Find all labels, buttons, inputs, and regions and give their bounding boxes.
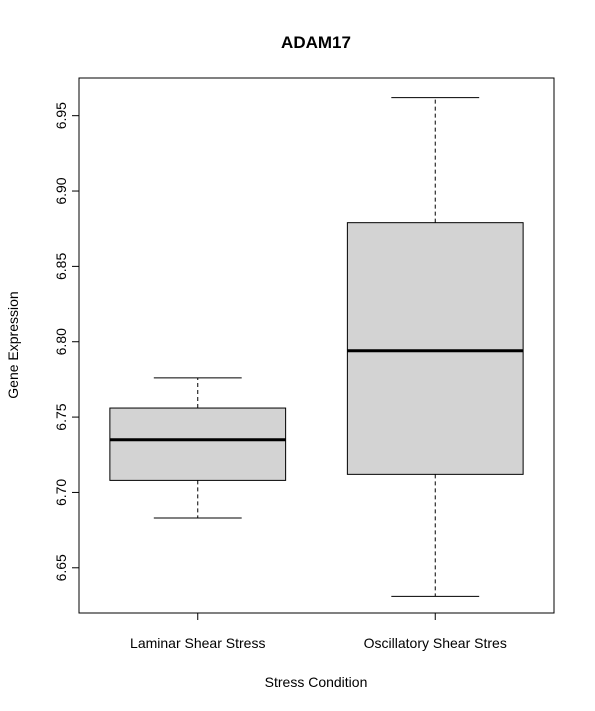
y-tick-label: 6.90 xyxy=(53,177,69,204)
x-tick-label: Laminar Shear Stress xyxy=(130,635,265,651)
y-axis: 6.65 6.70 6.75 6.80 6.85 6.90 6.95 xyxy=(53,102,80,581)
y-tick-label: 6.65 xyxy=(53,554,69,581)
y-tick-label: 6.70 xyxy=(53,479,69,506)
box xyxy=(109,407,287,481)
y-axis-label: Gene Expression xyxy=(5,291,21,398)
box xyxy=(346,222,524,475)
chart-title: ADAM17 xyxy=(281,33,351,52)
y-tick-label: 6.80 xyxy=(53,328,69,355)
x-tick-label: Oscillatory Shear Stres xyxy=(364,635,507,651)
y-tick-label: 6.75 xyxy=(53,403,69,430)
boxes xyxy=(109,97,524,597)
box-group xyxy=(109,377,287,519)
box-group xyxy=(346,97,524,597)
x-axis-label: Stress Condition xyxy=(265,674,368,690)
y-tick-label: 6.95 xyxy=(53,102,69,129)
y-tick-label: 6.85 xyxy=(53,253,69,280)
x-axis: Laminar Shear Stress Oscillatory Shear St… xyxy=(130,613,507,651)
